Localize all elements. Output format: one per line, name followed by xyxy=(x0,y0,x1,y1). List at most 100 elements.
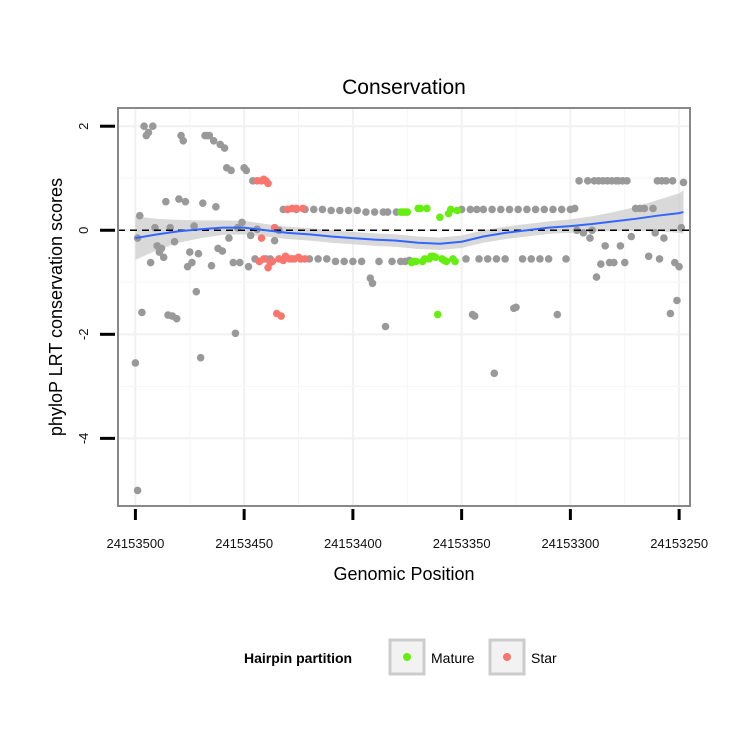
data-point-other xyxy=(586,234,594,242)
data-point-other xyxy=(322,255,331,263)
y-tick-label: 0 xyxy=(76,227,91,234)
panel-border xyxy=(117,107,691,507)
data-point-other xyxy=(185,248,194,256)
legend-title: Hairpin partition xyxy=(244,650,352,666)
data-point-other xyxy=(549,205,557,214)
data-point-other xyxy=(544,255,553,263)
data-point-other xyxy=(597,260,605,268)
data-point-other xyxy=(349,257,357,266)
data-point-mature xyxy=(431,253,440,262)
data-point-other xyxy=(479,205,488,214)
data-point-star xyxy=(268,257,277,266)
plot-area xyxy=(118,108,690,506)
series-mature xyxy=(396,204,462,319)
data-point-other xyxy=(601,242,609,250)
data-point-other xyxy=(583,177,592,185)
data-point-other xyxy=(660,234,668,242)
data-point-other xyxy=(148,122,157,131)
data-point-other xyxy=(496,205,505,214)
data-point-other xyxy=(675,262,683,271)
x-axis: 24153500 24153450 24153400 24153350 24153300… xyxy=(106,509,708,551)
data-point-other xyxy=(470,312,479,320)
data-point-other xyxy=(610,258,618,267)
legend-label-star: Star xyxy=(531,650,557,666)
x-tick-label: 24153500 xyxy=(106,536,164,551)
data-point-other xyxy=(501,255,509,263)
data-point-other xyxy=(483,255,492,263)
data-point-other xyxy=(181,197,190,206)
smooth-trend-line xyxy=(135,211,684,245)
data-point-other xyxy=(649,204,657,213)
data-point-mature xyxy=(412,257,420,266)
data-point-other xyxy=(140,122,148,131)
data-point-other xyxy=(527,255,536,263)
data-point-other xyxy=(620,258,629,267)
data-point-mature xyxy=(442,257,451,266)
data-point-other xyxy=(592,273,601,281)
data-point-mature xyxy=(433,310,442,319)
y-tick-label: -2 xyxy=(76,329,91,341)
x-tick-label: 24153250 xyxy=(650,536,708,551)
data-point-other xyxy=(331,257,340,266)
data-point-other xyxy=(553,310,562,319)
data-point-mature xyxy=(436,213,444,222)
data-point-other xyxy=(131,359,140,367)
data-point-other xyxy=(562,255,570,263)
data-point-other xyxy=(570,204,579,213)
data-point-other xyxy=(370,208,379,216)
data-point-other xyxy=(340,257,348,266)
data-point-other xyxy=(475,255,483,263)
y-tick-label: 2 xyxy=(76,123,91,130)
chart-title: Conservation xyxy=(342,76,466,99)
data-point-other xyxy=(192,287,201,296)
x-tick-label: 24153450 xyxy=(215,536,273,551)
data-point-other xyxy=(218,247,227,255)
data-point-other xyxy=(388,257,396,266)
x-tick-label: 24153300 xyxy=(541,536,599,551)
data-point-other xyxy=(244,262,253,271)
data-point-star xyxy=(277,312,285,320)
data-point-other xyxy=(383,208,392,216)
data-point-other xyxy=(523,205,531,214)
legend: Hairpin partition Mature Star xyxy=(244,638,557,676)
y-tick-label: -4 xyxy=(76,433,91,445)
data-point-other xyxy=(309,205,318,214)
data-point-other xyxy=(207,261,216,270)
data-point-star xyxy=(270,223,279,232)
data-point-other xyxy=(229,258,238,267)
data-point-other xyxy=(133,486,142,495)
data-point-other xyxy=(616,242,625,250)
data-point-other xyxy=(190,222,198,230)
data-point-other xyxy=(205,131,214,140)
data-point-other xyxy=(514,205,522,214)
data-point-star xyxy=(257,234,266,242)
data-point-other xyxy=(146,258,155,267)
data-point-other xyxy=(536,255,544,263)
data-point-star xyxy=(299,204,307,213)
series-star xyxy=(253,175,309,320)
data-point-other xyxy=(225,234,233,242)
x-axis-title: Genomic Position xyxy=(333,564,474,584)
data-point-other xyxy=(175,195,183,203)
data-point-other xyxy=(462,255,470,263)
data-point-other xyxy=(362,208,370,216)
data-point-other xyxy=(227,166,235,175)
x-tick-label: 24153350 xyxy=(433,536,491,551)
data-point-other xyxy=(492,255,501,263)
data-point-other xyxy=(357,257,366,266)
data-point-other xyxy=(677,223,686,232)
data-point-other xyxy=(196,353,205,362)
data-point-other xyxy=(627,232,636,241)
y-axis: 2 0 -2 -4 xyxy=(76,123,115,445)
grid xyxy=(118,108,690,506)
data-point-star xyxy=(264,179,272,188)
data-point-other xyxy=(220,144,229,152)
data-point-other xyxy=(212,203,220,211)
data-point-other xyxy=(644,252,653,261)
data-point-other xyxy=(209,136,218,145)
data-point-other xyxy=(344,206,353,215)
data-point-other xyxy=(318,205,327,214)
data-point-other xyxy=(655,255,664,263)
data-point-star xyxy=(292,204,301,213)
